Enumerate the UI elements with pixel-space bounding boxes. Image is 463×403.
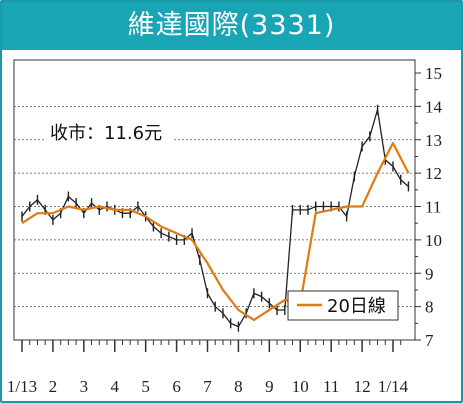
y-tick-label: 13 [425, 131, 442, 150]
x-tick-label: 4 [111, 377, 120, 396]
x-tick-label: 7 [203, 377, 212, 396]
y-tick-label: 8 [425, 298, 434, 317]
x-tick-label: 11 [323, 377, 339, 396]
x-tick-label: 6 [172, 377, 181, 396]
x-tick-label: 3 [80, 377, 89, 396]
y-tick-label: 10 [425, 231, 442, 250]
y-tick-label: 12 [425, 164, 442, 183]
y-tick-label: 11 [425, 198, 441, 217]
y-tick-label: 15 [425, 64, 442, 83]
x-tick-label: 1/13 [7, 377, 37, 396]
y-tick-label: 14 [425, 97, 443, 116]
x-tick-label: 8 [234, 377, 243, 396]
legend-label: 20日線 [327, 296, 386, 317]
ma20-line [21, 141, 410, 322]
x-tick-label: 5 [141, 377, 150, 396]
close-label-bg [44, 118, 174, 146]
x-tick-label: 1/14 [378, 377, 409, 396]
y-tick-label: 7 [425, 331, 434, 350]
chart-title: 維達國際(3331) [127, 10, 336, 41]
title-bar: 維達國際(3331) [2, 2, 461, 50]
x-tick-label: 2 [49, 377, 58, 396]
x-tick-label: 9 [265, 377, 274, 396]
close-price-label: 收市：11.6元 [50, 123, 162, 144]
x-tick-label: 12 [354, 377, 371, 396]
y-tick-label: 9 [425, 264, 434, 283]
x-tick-label: 10 [292, 377, 309, 396]
